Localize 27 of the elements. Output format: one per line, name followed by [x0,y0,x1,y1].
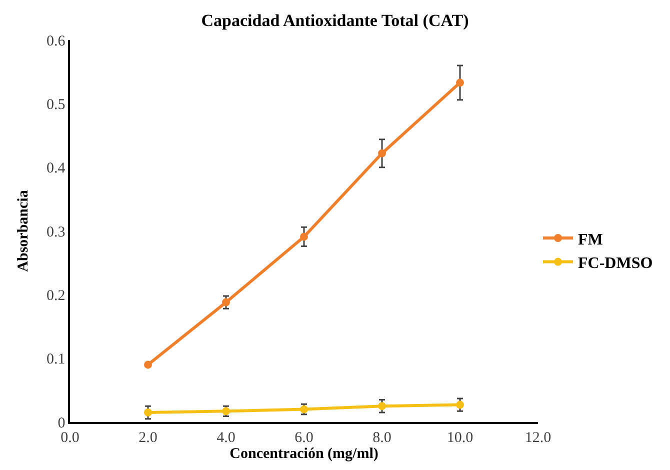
x-tick-label: 8.0 [372,430,392,446]
x-tick-label: 2.0 [138,430,158,446]
y-tick-label: 0.1 [46,352,66,368]
x-tick-label: 6.0 [294,430,314,446]
x-tick-label: 10.0 [446,430,474,446]
point [456,400,464,409]
point [222,298,230,306]
legend-label: FM [578,231,603,248]
y-tick-label: 0.6 [46,33,66,50]
point [456,78,464,87]
x-tick-label: 0.0 [60,430,80,446]
point [378,149,386,158]
point [300,232,308,241]
y-axis-title: Absorbancia [15,190,32,272]
point [144,360,152,369]
chart-title: Capacidad Antioxidante Total (CAT) [201,11,469,30]
y-tick-label: 0 [58,415,66,432]
x-tick-label: 12.0 [524,430,552,446]
y-tick-label: 0.5 [46,96,66,113]
y-tick-label: 0.4 [46,160,66,177]
point [144,408,152,416]
legend-label: FC-DMSO [578,255,653,272]
y-tick-label: 0.3 [46,224,66,240]
point [378,402,386,410]
x-tick-label: 4.0 [216,430,236,446]
y-tick-label: 0.2 [46,288,66,304]
x-axis-title: Concentración (mg/ml) [230,446,378,462]
